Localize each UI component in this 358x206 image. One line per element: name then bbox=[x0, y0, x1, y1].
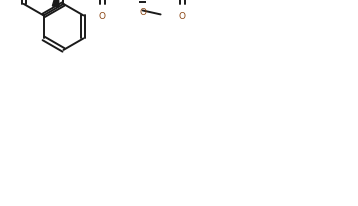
Polygon shape bbox=[52, 0, 59, 8]
Text: O: O bbox=[139, 8, 146, 17]
Text: O: O bbox=[98, 12, 105, 21]
Text: O: O bbox=[178, 12, 185, 21]
